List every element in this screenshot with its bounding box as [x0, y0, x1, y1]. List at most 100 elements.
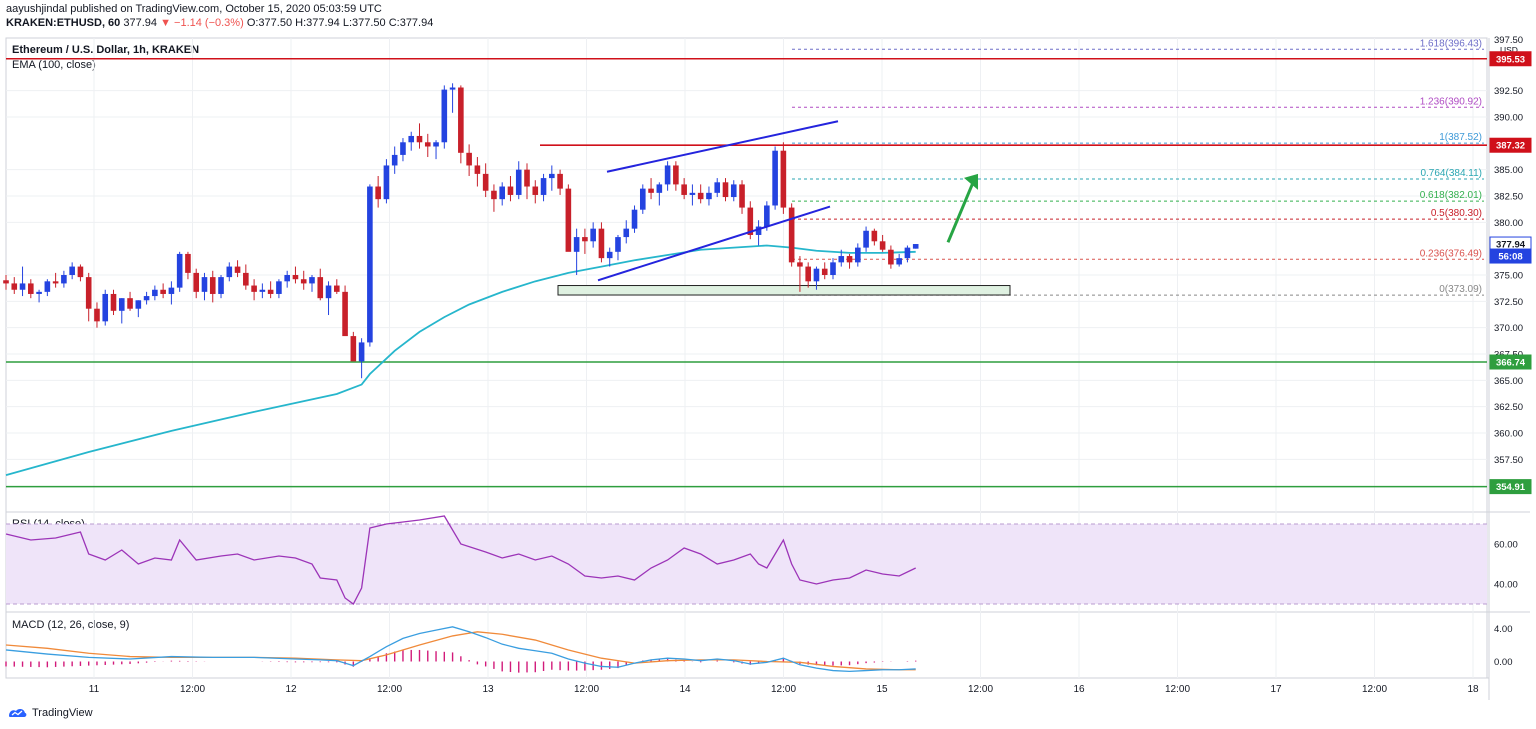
candle-body: [830, 262, 836, 275]
candle-body: [185, 253, 191, 273]
candle-body: [102, 293, 109, 322]
fib-level-label: 0.236(376.49): [1420, 248, 1482, 259]
candle-body: [69, 266, 75, 275]
candle-body: [499, 186, 505, 200]
candle-body: [441, 89, 448, 143]
candle-body: [118, 298, 125, 311]
candle-body: [36, 291, 42, 294]
candle-body: [3, 280, 9, 284]
candle-body: [85, 277, 92, 309]
candle-body: [110, 293, 117, 311]
candle-body: [764, 205, 770, 227]
candle-body: [77, 266, 84, 278]
candle-body: [44, 281, 51, 292]
candle-body: [540, 178, 547, 195]
price-tag-label: 377.94: [1496, 240, 1526, 251]
x-tick-label: 12:00: [771, 684, 796, 695]
publisher-line: aayushjindal published on TradingView.co…: [6, 3, 382, 15]
candle-body: [466, 152, 472, 166]
currency-label: USD: [1500, 45, 1518, 55]
candle-body: [813, 268, 820, 282]
y-tick-label: 370.00: [1494, 323, 1523, 334]
rsi-band: [6, 524, 1487, 604]
price-tag-label: 387.32: [1496, 141, 1525, 152]
candle-body: [532, 186, 539, 195]
candle-body: [234, 266, 241, 273]
y-tick-label: 357.50: [1494, 455, 1523, 466]
candle-body: [474, 165, 481, 174]
candle-body: [259, 289, 266, 292]
candle-body: [896, 258, 902, 265]
candle-body: [838, 256, 845, 263]
candle-body: [846, 256, 853, 263]
candle-body: [391, 154, 398, 166]
last-price: 377.94: [123, 17, 158, 29]
y-tick-label: 390.00: [1494, 113, 1523, 124]
price-chart[interactable]: 11 12:00 12 12:00 13 12:00 14 12:00 15 12:00 16 12:…: [0, 0, 1536, 705]
x-tick-label: 11: [89, 684, 100, 695]
y-tick-label: 382.50: [1494, 192, 1523, 203]
candle-body: [714, 182, 721, 193]
candle-body: [664, 165, 671, 185]
x-tick-label: 12:00: [377, 684, 402, 695]
candle-body: [805, 266, 811, 282]
candle-body: [863, 230, 869, 248]
candle-body: [639, 188, 646, 210]
price-tag: [1489, 354, 1532, 370]
fib-level-label: 1(387.52): [1439, 132, 1482, 143]
price-tag: [1489, 248, 1532, 264]
candle-body: [673, 165, 679, 185]
price-tag-label: 366.74: [1496, 358, 1526, 369]
candle-body: [209, 277, 216, 294]
candle-body: [590, 228, 596, 242]
ema-100-line: [5, 244, 916, 476]
candle-body: [375, 186, 381, 200]
x-tick-label: 16: [1073, 684, 1085, 695]
candle-body: [549, 173, 555, 179]
x-tick-label: 15: [876, 684, 888, 695]
candle-body: [19, 283, 26, 290]
candle-body: [524, 169, 530, 187]
candle-body: [383, 165, 390, 200]
macd-tick-label: 0.00: [1494, 657, 1513, 668]
candle-body: [772, 150, 778, 206]
macd-signal-line: [5, 631, 916, 671]
price-tag: [1489, 51, 1532, 67]
candle-body: [342, 291, 348, 337]
rsi-line: [5, 515, 916, 605]
y-tick-label: 372.50: [1494, 297, 1523, 308]
candle-body: [300, 279, 307, 284]
ema-legend: EMA (100, close): [12, 59, 96, 71]
tradingview-logo-icon: [9, 708, 27, 717]
candle-body: [912, 244, 919, 249]
y-tick-label: 375.00: [1494, 271, 1523, 282]
candle-body: [449, 87, 456, 90]
candle-body: [623, 228, 630, 238]
y-tick-label: 385.00: [1494, 165, 1523, 176]
candle-body: [871, 230, 878, 242]
candle-body: [424, 142, 431, 147]
upward-arrow: [946, 179, 976, 243]
macd-tick-label: 4.00: [1494, 624, 1513, 635]
candle-body: [251, 285, 257, 292]
candle-body: [797, 262, 803, 267]
candle-body: [507, 186, 514, 195]
price-tag: [1489, 479, 1532, 495]
y-tick-label: 362.50: [1494, 402, 1523, 413]
x-tick-label: 18: [1467, 684, 1479, 695]
candle-body: [317, 277, 324, 299]
y-tick-label: 360.00: [1494, 429, 1523, 440]
rsi-tick-label: 40.00: [1494, 580, 1518, 591]
candle-body: [193, 272, 200, 292]
candle-body: [458, 87, 464, 153]
candle-body: [176, 253, 183, 288]
x-tick-label: 12:00: [1165, 684, 1190, 695]
candle-body: [226, 266, 233, 278]
candle-body: [689, 192, 696, 195]
fib-level-label: 0(373.09): [1439, 284, 1482, 295]
candle-body: [788, 207, 795, 263]
candle-body: [408, 135, 415, 143]
candle-body: [276, 281, 282, 294]
price-tag-label: 395.53: [1496, 54, 1525, 65]
candle-body: [284, 275, 290, 282]
